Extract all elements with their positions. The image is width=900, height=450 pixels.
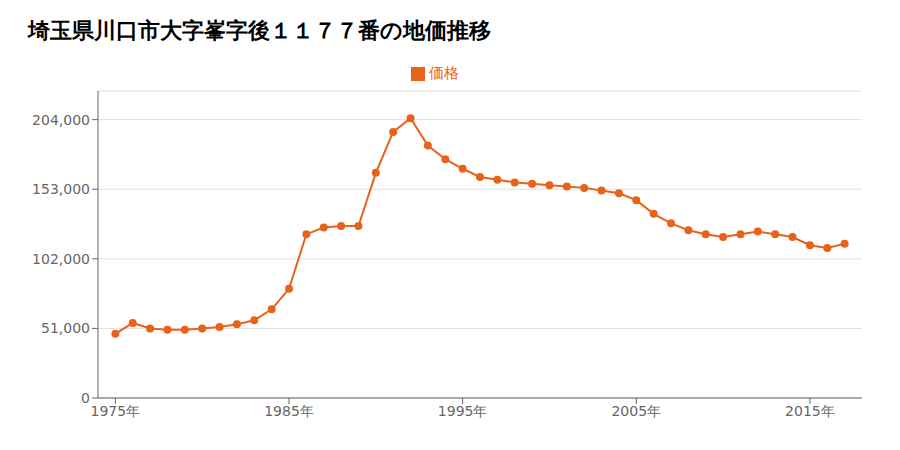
svg-text:0: 0 [81, 390, 90, 406]
html-text:埼玉県川口市大字峯字後１１７７番の地価推移: 埼玉県川口市大字峯字後１１７７番の地価推移 [28, 18, 491, 43]
svg-text:1975年: 1975年 [91, 403, 141, 419]
svg-text:102,000: 102,000 [32, 251, 90, 267]
html-text:価格: 価格 [429, 64, 459, 82]
svg-text:2005年: 2005年 [611, 403, 661, 419]
svg-text:2015年: 2015年 [785, 403, 835, 419]
svg-text:204,000: 204,000 [32, 112, 90, 128]
svg-text:1995年: 1995年 [438, 403, 488, 419]
svg-text:153,000: 153,000 [32, 181, 90, 197]
svg-text:1985年: 1985年 [264, 403, 314, 419]
svg-text:51,000: 51,000 [41, 320, 90, 336]
